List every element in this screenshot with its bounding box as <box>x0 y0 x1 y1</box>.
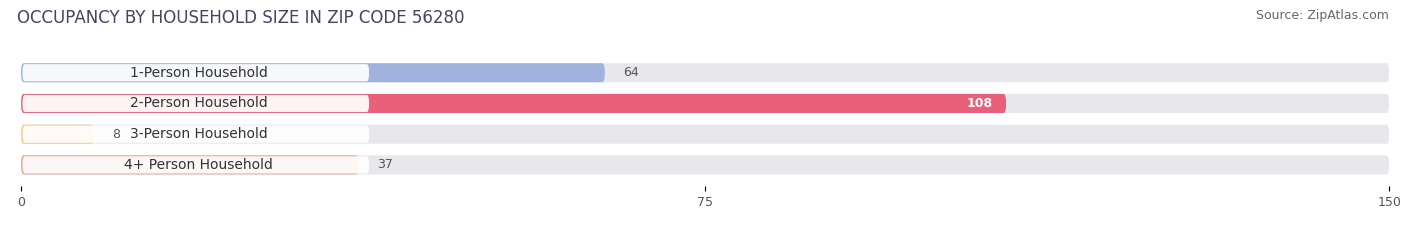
FancyBboxPatch shape <box>21 125 1389 144</box>
Text: 108: 108 <box>966 97 993 110</box>
Text: 64: 64 <box>623 66 638 79</box>
Text: Source: ZipAtlas.com: Source: ZipAtlas.com <box>1256 9 1389 22</box>
FancyBboxPatch shape <box>21 63 605 82</box>
FancyBboxPatch shape <box>22 126 368 143</box>
Text: 8: 8 <box>112 128 121 141</box>
Text: 2-Person Household: 2-Person Household <box>131 96 267 110</box>
FancyBboxPatch shape <box>21 125 94 144</box>
FancyBboxPatch shape <box>21 155 1389 175</box>
FancyBboxPatch shape <box>22 95 368 112</box>
Text: 4+ Person Household: 4+ Person Household <box>125 158 273 172</box>
Text: 3-Person Household: 3-Person Household <box>131 127 267 141</box>
Text: 37: 37 <box>377 158 392 171</box>
FancyBboxPatch shape <box>22 64 368 81</box>
FancyBboxPatch shape <box>22 156 368 174</box>
Text: 1-Person Household: 1-Person Household <box>129 66 269 80</box>
Text: OCCUPANCY BY HOUSEHOLD SIZE IN ZIP CODE 56280: OCCUPANCY BY HOUSEHOLD SIZE IN ZIP CODE … <box>17 9 464 27</box>
FancyBboxPatch shape <box>21 63 1389 82</box>
FancyBboxPatch shape <box>21 94 1389 113</box>
FancyBboxPatch shape <box>21 94 1007 113</box>
FancyBboxPatch shape <box>21 155 359 175</box>
